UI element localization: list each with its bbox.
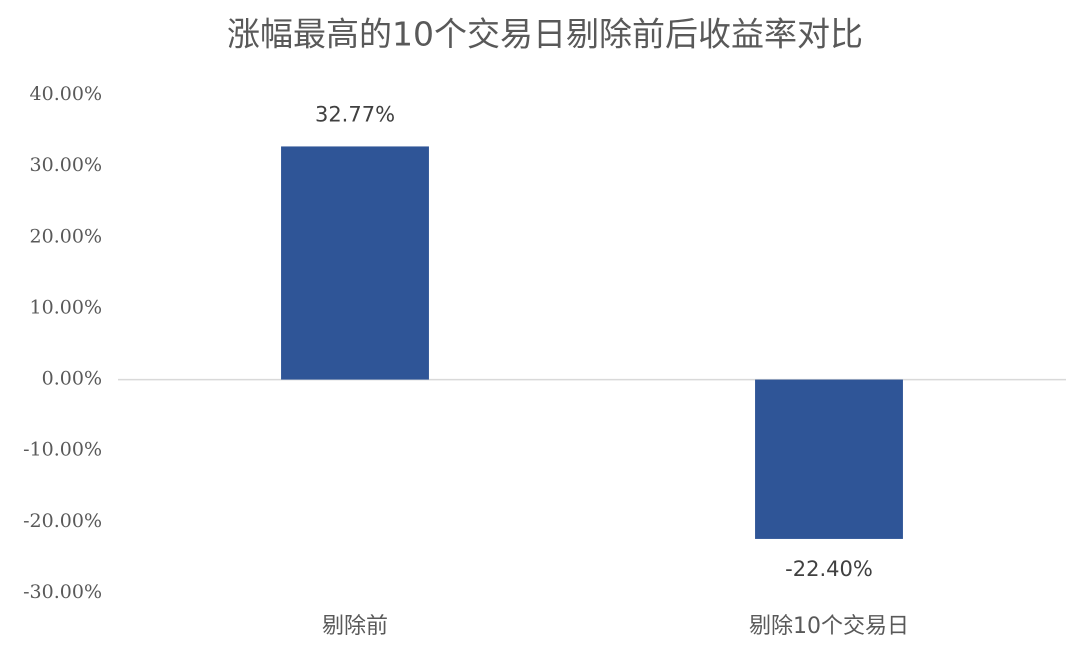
bar [755, 379, 903, 539]
chart-title: 涨幅最高的10个交易日剔除前后收益率对比 [227, 15, 863, 54]
x-tick-label: 剔除前 [322, 614, 388, 639]
y-tick-label: -10.00% [23, 439, 102, 461]
y-tick-label: 40.00% [30, 83, 102, 105]
y-tick-label: 0.00% [42, 368, 102, 390]
y-tick-label: 20.00% [30, 225, 102, 247]
value-label: 32.77% [315, 102, 395, 126]
y-tick-label: -30.00% [23, 581, 102, 603]
y-tick-label: 30.00% [30, 154, 102, 176]
y-tick-label: -20.00% [23, 510, 102, 532]
y-tick-label: 10.00% [30, 296, 102, 318]
x-tick-label: 剔除10个交易日 [749, 614, 909, 639]
bar [281, 146, 429, 380]
value-label: -22.40% [785, 557, 873, 581]
